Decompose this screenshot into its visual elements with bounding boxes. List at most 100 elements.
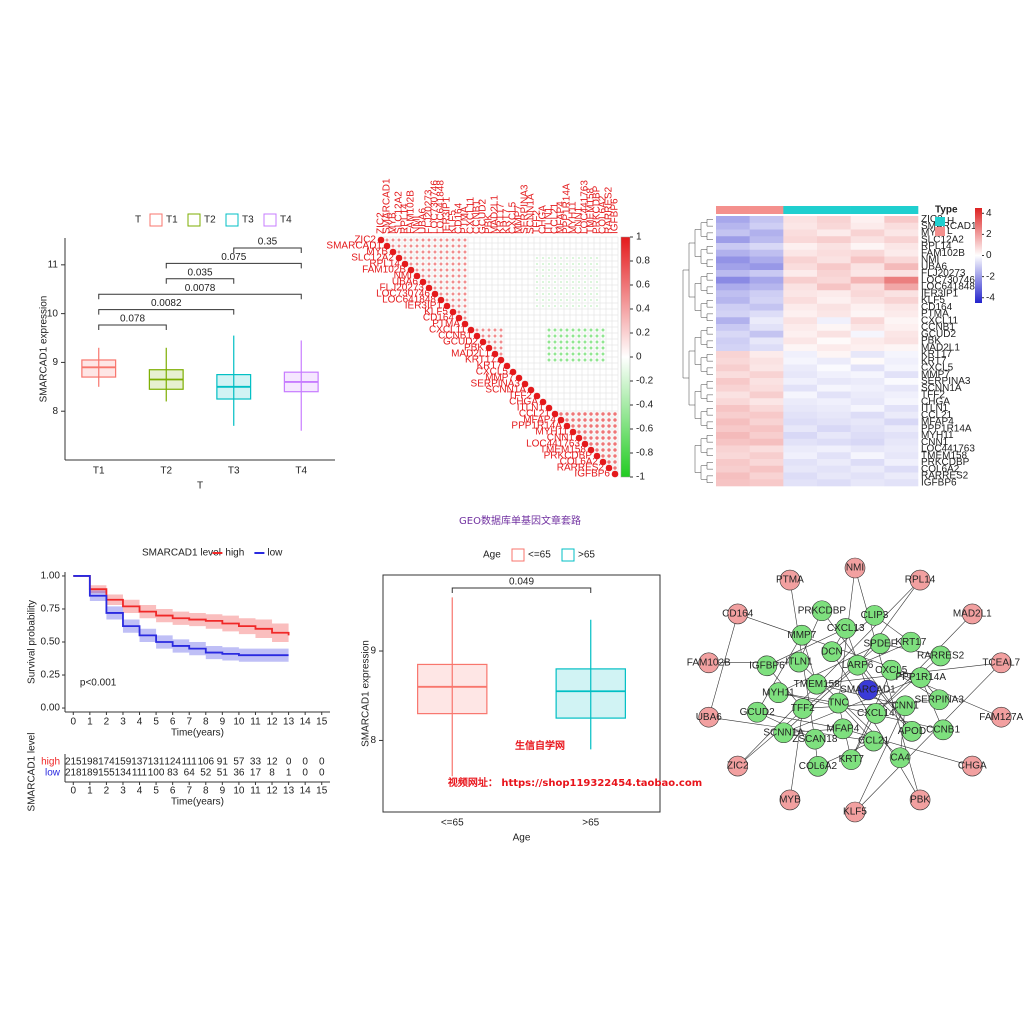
- correlation-dot: [596, 257, 598, 259]
- heat-cell: [749, 432, 784, 440]
- correlation-dot: [571, 424, 575, 428]
- column-label: MYB: [388, 212, 399, 234]
- heat-cell: [817, 337, 851, 345]
- heat-cell: [850, 263, 885, 271]
- heat-cell: [817, 263, 851, 271]
- annotation: p<0.001: [80, 678, 117, 689]
- x-tick-label: 9: [220, 786, 226, 797]
- heat-cell: [884, 418, 919, 426]
- diagonal-dot: [533, 392, 541, 400]
- correlation-dot: [536, 299, 538, 301]
- row-label: CCL21: [921, 410, 953, 421]
- column-label: RPL14: [400, 203, 411, 234]
- correlation-dot: [589, 442, 593, 446]
- row-label: CHGA: [921, 396, 950, 407]
- heat-cell: [884, 405, 919, 413]
- survival-line: [73, 575, 290, 636]
- correlation-dot: [439, 292, 443, 296]
- x-tick-label: 2: [104, 786, 110, 797]
- heat-cell: [749, 452, 784, 460]
- node: [961, 603, 983, 625]
- node-label: COL6A2: [799, 761, 838, 772]
- correlation-dot: [596, 263, 598, 265]
- correlation-dot: [565, 328, 569, 332]
- correlation-dot: [433, 250, 437, 254]
- heat-cell: [783, 222, 818, 230]
- x-tick-label: 11: [250, 717, 261, 728]
- diagonal-dot: [395, 254, 403, 262]
- correlation-dot: [596, 293, 598, 295]
- correlation-dot: [572, 275, 574, 277]
- risk-count: 33: [250, 757, 262, 768]
- heat-cell: [716, 459, 750, 467]
- heat-cell: [749, 243, 784, 251]
- correlation-dot: [427, 268, 431, 272]
- heat-cell: [716, 371, 750, 379]
- colorbar-label: -2: [986, 271, 995, 282]
- heat-cell: [850, 472, 885, 480]
- correlation-dot: [601, 418, 605, 422]
- node-label: MMP7: [787, 630, 816, 641]
- x-axis-title: Age: [513, 833, 531, 844]
- heat-cell: [884, 243, 919, 251]
- heat-cell: [817, 472, 851, 480]
- correlation-dot: [409, 250, 413, 254]
- heat-cell: [817, 256, 851, 264]
- type-bar: [884, 206, 919, 214]
- x-tick-label: 10: [233, 717, 245, 728]
- correlation-dot: [403, 256, 407, 260]
- correlation-dot: [596, 287, 598, 289]
- heat-cell: [850, 425, 885, 433]
- heat-cell: [850, 297, 885, 305]
- heat-cell: [817, 297, 851, 305]
- heat-cell: [749, 270, 784, 278]
- heat-cell: [749, 384, 784, 392]
- x-tick-label: 9: [220, 717, 226, 728]
- heat-cell: [850, 405, 885, 413]
- correlation-dot: [572, 269, 574, 271]
- diagonal-dot: [425, 284, 433, 292]
- heat-cell: [716, 445, 750, 453]
- heat-cell: [716, 357, 750, 365]
- colorbar-label: 0: [636, 352, 642, 363]
- heat-cell: [817, 344, 851, 352]
- colorbar: [620, 236, 631, 478]
- correlation-dot: [590, 257, 592, 259]
- correlation-dot: [553, 346, 557, 350]
- x-tick-label: 0: [71, 717, 77, 728]
- diagonal-dot: [509, 368, 517, 376]
- column-label: CNN1: [574, 206, 585, 234]
- correlation-dot: [445, 280, 449, 284]
- heat-cell: [749, 371, 784, 379]
- correlation-dot: [601, 328, 605, 332]
- heat-cell: [884, 357, 919, 365]
- heat-cell: [817, 330, 851, 338]
- column-label: FLJ20273: [424, 189, 435, 234]
- risk-count: 131: [148, 757, 165, 768]
- heat-cell: [783, 398, 818, 406]
- heat-cell: [749, 357, 784, 365]
- diagonal-dot: [377, 236, 385, 244]
- node-label: LARP6: [842, 660, 874, 671]
- x-tick-label: <=65: [441, 818, 464, 829]
- node: [900, 631, 922, 653]
- correlation-dot: [542, 281, 544, 283]
- correlation-dot: [560, 263, 562, 265]
- correlation-dot: [451, 250, 455, 254]
- heat-cell: [817, 283, 851, 291]
- heat-cell: [884, 344, 919, 352]
- correlation-dot: [589, 328, 593, 332]
- heat-cell: [749, 216, 784, 224]
- correlation-dot: [433, 280, 437, 284]
- correlation-dot: [499, 352, 503, 356]
- correlation-dot: [427, 250, 431, 254]
- correlation-dot: [577, 412, 581, 416]
- diagonal-dot: [491, 350, 499, 358]
- heat-cell: [783, 243, 818, 251]
- correlation-dot: [595, 340, 599, 344]
- correlation-dot: [457, 298, 461, 302]
- row-label: MAD2L1: [921, 342, 960, 353]
- heat-cell: [783, 270, 818, 278]
- row-label: PPP1R14A: [511, 421, 562, 432]
